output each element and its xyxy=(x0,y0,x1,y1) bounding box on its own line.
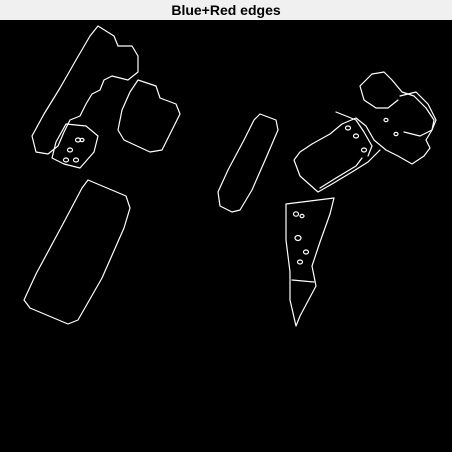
edge-object-center-slim-rect xyxy=(217,113,279,213)
edge-outline xyxy=(293,71,435,193)
edge-hole xyxy=(66,147,74,153)
edge-hole xyxy=(360,147,368,153)
edge-outline xyxy=(23,179,131,325)
edge-hole xyxy=(383,117,389,123)
edge-outline xyxy=(285,197,335,327)
figure-title-bar: Blue+Red edges xyxy=(0,0,452,20)
figure-title: Blue+Red edges xyxy=(171,2,281,18)
edge-hole xyxy=(79,137,85,143)
edge-object-top-left-block xyxy=(117,79,181,153)
edge-image-canvas xyxy=(0,20,452,452)
edge-hole xyxy=(62,157,70,163)
edge-hole xyxy=(299,213,305,219)
edge-hole xyxy=(344,125,352,131)
edge-hole xyxy=(72,157,80,163)
edge-outline xyxy=(291,279,315,283)
edge-object-left-large-rect xyxy=(23,179,131,325)
edge-map xyxy=(23,25,437,327)
edge-hole xyxy=(294,234,302,242)
edge-hole xyxy=(352,133,360,139)
edge-outline xyxy=(335,111,373,157)
edge-outline xyxy=(399,91,437,137)
edge-outline xyxy=(31,25,139,155)
edge-outline xyxy=(117,79,181,153)
edge-outline xyxy=(359,73,399,109)
edge-hole xyxy=(393,131,399,137)
edge-hole xyxy=(292,211,300,217)
edge-object-right-upper xyxy=(293,71,437,193)
edge-object-right-lower xyxy=(285,197,335,327)
edge-outline xyxy=(319,157,363,189)
edge-hole xyxy=(296,259,304,265)
edge-hole xyxy=(302,249,310,255)
edge-outline-inner xyxy=(51,123,99,169)
edge-object-top-left-long xyxy=(31,25,139,169)
edge-outline xyxy=(217,113,279,213)
